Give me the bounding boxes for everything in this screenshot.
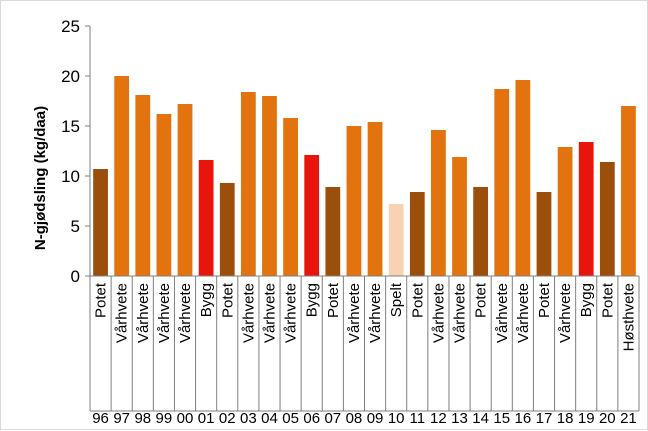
year-label: 17 <box>536 410 553 427</box>
bar <box>473 187 489 276</box>
crop-label: Potet <box>219 282 236 318</box>
bars <box>93 76 636 276</box>
crop-label: Vårhvete <box>177 283 194 343</box>
year-label: 04 <box>261 410 278 427</box>
year-label: 06 <box>303 410 320 427</box>
crop-label: Vårhvete <box>452 283 469 343</box>
year-label: 10 <box>388 410 405 427</box>
crop-label: Potet <box>93 282 110 318</box>
bar <box>346 126 362 276</box>
year-label: 97 <box>113 410 130 427</box>
crop-label: Vårhvete <box>494 283 511 343</box>
bar <box>304 155 320 276</box>
crop-label: Bygg <box>304 283 321 317</box>
bar <box>515 80 531 276</box>
crop-label: Bygg <box>578 283 595 317</box>
year-label: 07 <box>324 410 341 427</box>
crop-label: Vårhvete <box>156 283 173 343</box>
crop-label: Potet <box>536 282 553 318</box>
bar <box>325 187 341 276</box>
year-label: 14 <box>472 410 489 427</box>
bar <box>388 204 404 276</box>
crop-label: Vårhvete <box>515 283 532 343</box>
y-axis: 0 5 10 15 20 25 <box>61 17 91 286</box>
bar <box>93 169 108 276</box>
bar <box>156 114 172 276</box>
y-tick-label: 0 <box>71 267 80 286</box>
year-label: 11 <box>409 410 425 427</box>
crop-label: Vårhvete <box>240 283 257 343</box>
crop-label: Potet <box>325 282 342 318</box>
bar <box>621 106 636 276</box>
crop-label: Vårhvete <box>346 283 363 343</box>
year-label: 00 <box>177 410 194 427</box>
year-label: 13 <box>451 410 468 427</box>
bar <box>452 157 467 276</box>
year-label: 02 <box>219 410 236 427</box>
bar <box>409 192 425 276</box>
bar <box>283 118 298 276</box>
crop-label: Vårhvete <box>135 283 152 343</box>
crop-label: Potet <box>599 282 616 318</box>
crop-label: Vårhvete <box>114 283 131 343</box>
year-label: 12 <box>430 410 447 427</box>
bar <box>135 95 151 276</box>
bar <box>114 76 130 276</box>
year-label: 16 <box>515 410 532 427</box>
y-tick-label: 5 <box>71 217 80 236</box>
crop-label: Vårhvete <box>283 283 300 343</box>
year-label: 05 <box>282 410 299 427</box>
bar <box>536 192 552 276</box>
x-axis: Potet 96 Vårhvete 97 Vårhvete 98 Vårhvete 99 Vår… <box>89 275 640 427</box>
y-tick-label: 15 <box>61 117 80 136</box>
bar <box>599 162 615 276</box>
year-label: 09 <box>367 410 384 427</box>
crop-label: Spelt <box>388 282 405 317</box>
bar <box>262 96 277 276</box>
bar <box>177 104 193 276</box>
bar <box>494 89 510 276</box>
bar <box>219 183 235 276</box>
year-label: 19 <box>578 410 595 427</box>
crop-label: Vårhvete <box>430 283 447 343</box>
year-label: 96 <box>92 410 109 427</box>
crop-label: Potet <box>409 282 426 318</box>
crop-label: Vårhvete <box>367 283 384 343</box>
year-label: 99 <box>156 410 173 427</box>
year-label: 20 <box>599 410 616 427</box>
crop-label: Potet <box>473 282 490 318</box>
y-tick-label: 25 <box>61 17 80 36</box>
bar <box>431 130 446 276</box>
bar <box>578 142 594 276</box>
year-label: 03 <box>240 410 257 427</box>
year-label: 15 <box>493 410 510 427</box>
bar <box>367 122 383 276</box>
year-label: 18 <box>557 410 574 427</box>
y-axis-label: N-gjødsling (kg/daa) <box>32 106 49 250</box>
bar <box>240 92 256 276</box>
year-label: 01 <box>198 410 215 427</box>
year-label: 21 <box>620 410 637 427</box>
year-label: 08 <box>346 410 363 427</box>
bar <box>557 147 573 276</box>
crop-label: Bygg <box>198 283 215 317</box>
y-tick-label: 20 <box>61 67 80 86</box>
y-tick-label: 10 <box>61 167 80 186</box>
crop-label: Vårhvete <box>261 283 278 343</box>
crop-label: Vårhvete <box>557 283 574 343</box>
bar <box>198 160 214 276</box>
crop-label: Høsthvete <box>620 283 637 351</box>
year-label: 98 <box>134 410 151 427</box>
